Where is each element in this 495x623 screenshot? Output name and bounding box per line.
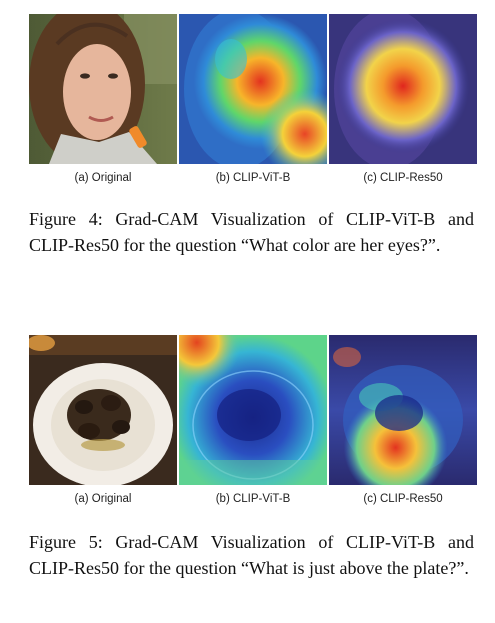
figure-5-image-row — [29, 335, 477, 485]
figure-4-original-image — [29, 14, 177, 164]
figure-4-label-original: (a) Original — [74, 172, 132, 184]
figure-4-subcaptions: (a) Original (b) CLIP-ViT-B (c) CLIP-Res… — [29, 172, 469, 190]
figure-5-res50-heatmap — [329, 335, 477, 485]
figure-5-label-vit: (b) CLIP-ViT-B — [215, 493, 291, 505]
figure-5-label-res50: (c) CLIP-Res50 — [363, 493, 443, 505]
figure-5-subcaptions: (a) Original (b) CLIP-ViT-B (c) CLIP-Res… — [29, 493, 469, 511]
figure-4-vit-heatmap — [179, 14, 327, 164]
figure-4-image-row — [29, 14, 477, 164]
figure-5-label-original: (a) Original — [74, 493, 132, 505]
figure-4-label-vit: (b) CLIP-ViT-B — [215, 172, 291, 184]
figure-5-original-image — [29, 335, 177, 485]
figure-4-caption: Figure 4: Grad-CAM Visualization of CLIP… — [29, 209, 474, 255]
figure-4-label-res50: (c) CLIP-Res50 — [363, 172, 443, 184]
figure-5-vit-heatmap — [179, 335, 327, 485]
figure-5-caption: Figure 5: Grad-CAM Visualization of CLIP… — [29, 532, 474, 578]
figure-4-res50-heatmap — [329, 14, 477, 164]
